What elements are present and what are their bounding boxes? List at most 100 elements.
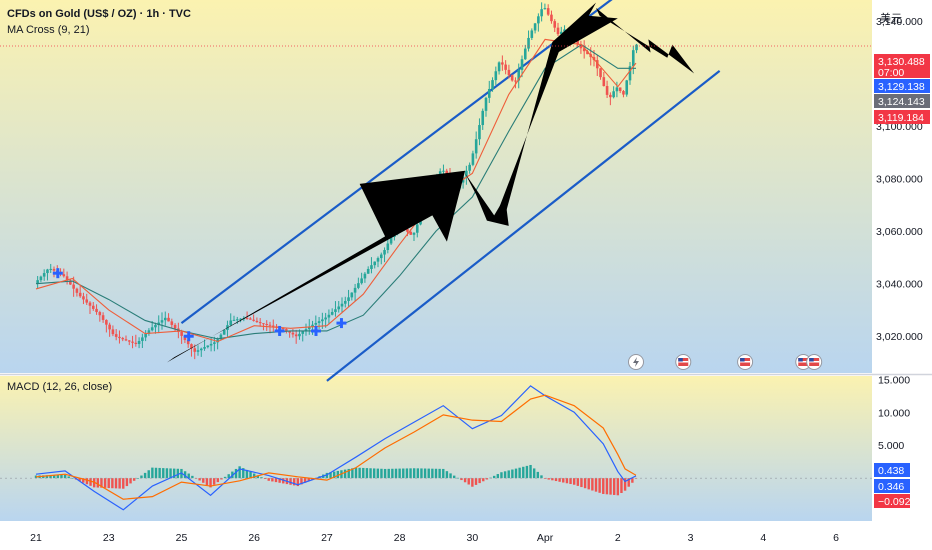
macd-histogram-bar: [387, 468, 390, 479]
candle-body: [160, 320, 164, 323]
us-flag-canton: [678, 358, 683, 362]
macd-histogram-bar: [151, 467, 154, 479]
macd-histogram-bar: [60, 474, 63, 479]
candle-body: [288, 330, 291, 333]
candle-body: [602, 77, 606, 87]
candle-body: [85, 299, 89, 303]
candle-body: [78, 292, 82, 297]
candle-body: [98, 312, 102, 316]
macd-histogram-bar: [503, 471, 507, 479]
macd-histogram-bar: [216, 478, 220, 483]
candle-body: [137, 340, 141, 344]
macd-histogram-bar: [594, 478, 598, 492]
macd-histogram-bar: [78, 478, 81, 482]
candle-body: [101, 315, 105, 320]
symbol-title[interactable]: CFDs on Gold (US$ / OZ) · 1h · TVC: [7, 8, 191, 20]
macd-histogram-bar: [532, 468, 536, 479]
macd-histogram-bar: [536, 471, 540, 479]
macd-histogram-bar: [580, 478, 583, 488]
candle-body: [330, 312, 334, 315]
time-tick-label: 4: [760, 532, 766, 544]
candle-body: [553, 21, 557, 28]
macd-histogram-bar: [569, 478, 572, 485]
candle-body: [105, 319, 108, 325]
macd-histogram-bar: [634, 478, 638, 479]
candle-body: [206, 345, 210, 348]
macd-histogram-bar: [383, 468, 387, 479]
candle-body: [409, 231, 413, 235]
candle-body: [281, 327, 285, 330]
macd-histogram-bar: [122, 478, 125, 489]
currency-label[interactable]: 美元: [880, 13, 902, 25]
channel-upper-line: [180, 0, 613, 324]
candle-body: [360, 278, 363, 284]
candle-body: [609, 94, 612, 98]
candle-body: [114, 334, 118, 337]
macd-value-text: −0.092: [878, 496, 911, 508]
macd-histogram-bar: [45, 475, 49, 479]
macd-histogram-bar: [420, 468, 423, 479]
price-label-box: [874, 110, 930, 124]
candle-body: [298, 333, 301, 337]
candle-body: [91, 305, 95, 309]
macd-histogram-bar: [543, 478, 547, 479]
candle-body: [625, 80, 629, 95]
candle-body: [507, 69, 511, 76]
candle-body: [550, 14, 553, 22]
macd-histogram-bar: [416, 468, 420, 479]
candle-body: [612, 91, 615, 98]
candle-body: [69, 280, 72, 285]
macd-histogram-bar: [460, 478, 463, 481]
macd-histogram-bar: [576, 478, 580, 486]
macd-histogram-bar: [242, 468, 245, 479]
ma-cross-legend[interactable]: MA Cross (9, 21): [7, 24, 90, 36]
candle-body: [363, 273, 367, 279]
macd-value-text: 0.346: [878, 481, 904, 493]
candle-body: [559, 31, 563, 35]
candle-body: [75, 288, 79, 293]
candle-body: [595, 60, 599, 69]
candle-body: [183, 335, 187, 341]
macd-histogram-bar: [500, 472, 503, 479]
candle-body: [324, 317, 327, 320]
candle-body: [343, 300, 347, 304]
candle-body: [134, 342, 138, 344]
macd-histogram-bar: [412, 468, 416, 479]
macd-histogram-bar: [140, 475, 143, 479]
candle-body: [412, 232, 416, 235]
candle-body: [173, 324, 177, 329]
macd-histogram-bar: [452, 475, 456, 479]
candle-body: [501, 62, 504, 65]
time-axis-background: [0, 521, 872, 550]
macd-histogram-bar: [602, 478, 605, 494]
macd-histogram-bar: [111, 478, 114, 489]
candle-body: [357, 283, 360, 288]
ma-fast-line: [35, 38, 637, 343]
macd-histogram-bar: [547, 478, 550, 480]
macd-value-box: [874, 479, 910, 493]
time-tick-label: 28: [394, 532, 406, 544]
price-label-box: [874, 54, 930, 78]
candle-body: [615, 87, 619, 92]
macd-tick-label: 10.000: [878, 407, 910, 419]
macd-histogram-bar: [143, 472, 147, 479]
macd-histogram-bar: [271, 478, 274, 482]
macd-histogram-bar: [351, 468, 354, 479]
candle-body: [471, 153, 475, 165]
macd-histogram-bar: [118, 478, 121, 489]
price-tick-label: 3,140.000: [876, 16, 923, 28]
macd-histogram-bar: [609, 478, 612, 495]
macd-histogram-bar: [223, 476, 227, 479]
candle-body: [491, 80, 494, 89]
candle-body: [203, 347, 206, 349]
candle-body: [530, 30, 534, 38]
time-tick-label: 30: [467, 532, 479, 544]
macd-histogram-bar: [496, 474, 500, 479]
macd-histogram-bar: [300, 478, 303, 485]
macd-histogram-bar: [558, 478, 561, 482]
macd-legend[interactable]: MACD (12, 26, close): [7, 381, 113, 393]
macd-value-box: [874, 463, 910, 477]
candle-body: [95, 308, 98, 313]
price-label-text: 3,124.143: [878, 96, 925, 108]
